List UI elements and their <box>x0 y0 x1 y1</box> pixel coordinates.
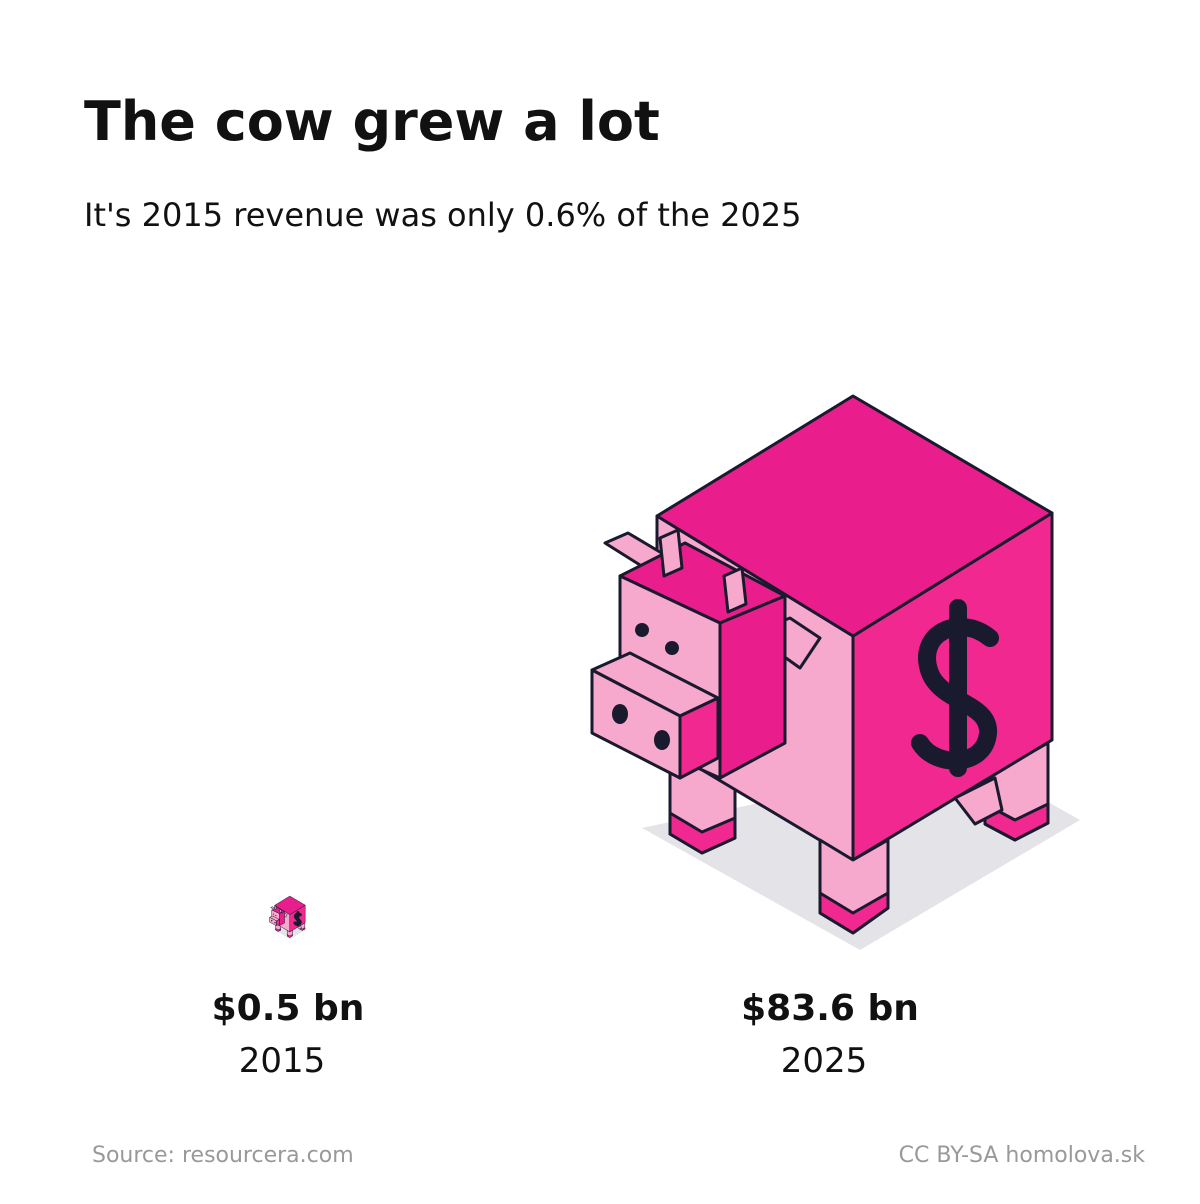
category-label: 2025 <box>781 1041 868 1081</box>
horn <box>724 568 746 612</box>
snout-side <box>276 919 279 925</box>
hoof <box>276 928 281 931</box>
nostril <box>654 730 670 750</box>
source: Source: resourcera.com <box>92 1143 354 1168</box>
hoof <box>670 813 735 853</box>
cow <box>592 396 1080 950</box>
nostril <box>274 921 276 924</box>
udder <box>298 926 302 930</box>
category-label: 2015 <box>239 1041 326 1081</box>
chart-subtitle: It's 2015 revenue was only 0.6% of the 2… <box>84 196 802 234</box>
hoof <box>820 893 888 933</box>
hoof <box>985 804 1048 840</box>
udder <box>955 778 1002 824</box>
value-label: $0.5 bn <box>212 988 365 1029</box>
horn <box>275 906 277 910</box>
nostril <box>271 919 273 922</box>
chart-title: The cow grew a lot <box>84 90 660 153</box>
body-top <box>657 396 1052 636</box>
head-side <box>279 912 284 926</box>
horn <box>280 909 282 912</box>
hoof <box>287 935 292 938</box>
value-label: $83.6 bn <box>741 988 919 1029</box>
eye <box>275 915 277 917</box>
eye <box>635 623 649 637</box>
eye <box>665 641 679 655</box>
dollar-icon <box>295 912 300 924</box>
dollar-icon <box>920 608 990 768</box>
nostril <box>612 704 628 724</box>
eye <box>272 913 275 915</box>
cow <box>270 896 308 939</box>
snout-side <box>680 698 718 778</box>
horn <box>660 530 682 576</box>
credit: CC BY-SA homolova.sk <box>899 1143 1146 1168</box>
